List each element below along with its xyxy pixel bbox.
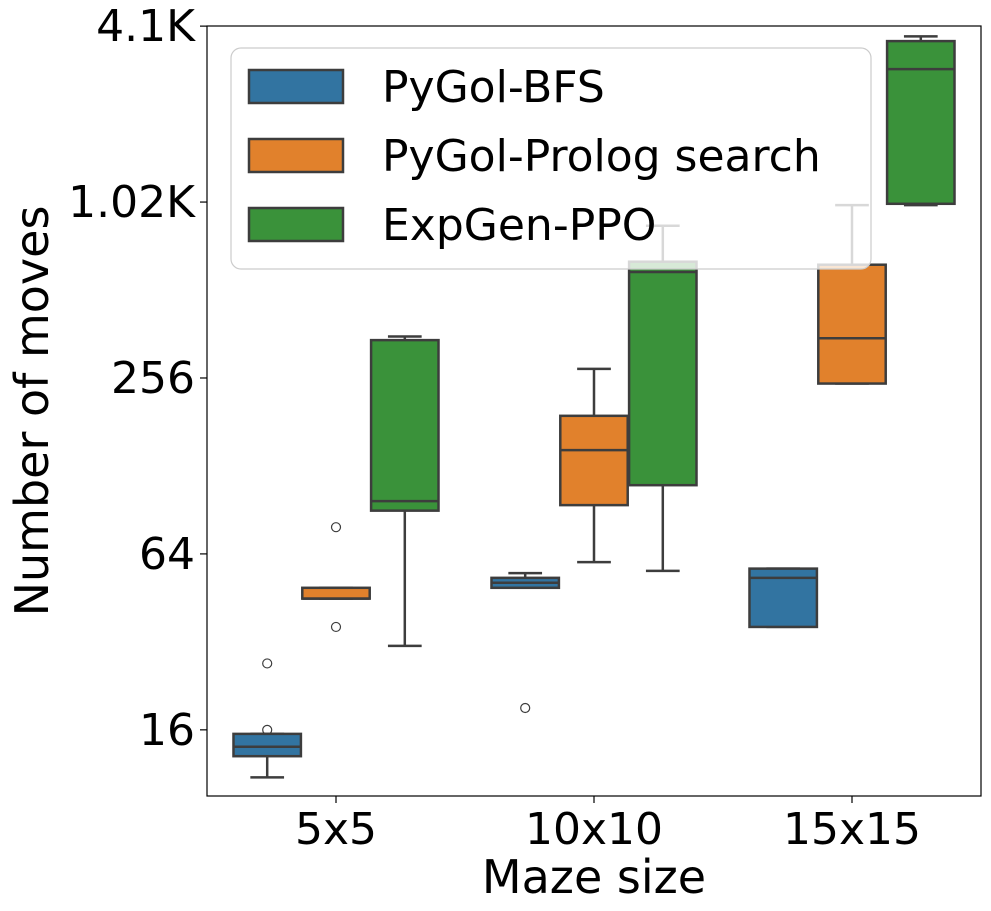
y-tick-label: 4.1K [96,1,196,52]
box-expgen-ppo-10x10 [627,224,698,573]
box-expgen-ppo-15x15 [885,35,956,207]
box-iqr [232,732,303,758]
legend-frame [230,47,872,270]
box-pygol-bfs-10x10 [490,571,561,714]
box-pygol-prolog-search-10x10 [559,367,629,564]
box-iqr [885,39,956,206]
box-series-group [232,35,956,779]
outlier-point [262,658,273,669]
plot-frame [206,25,982,797]
x-tick-label: 10x10 [525,804,663,855]
y-tick-label: 16 [139,705,195,756]
x-tick-label: 5x5 [295,804,377,855]
x-axis-title: Maze size [482,850,706,904]
y-tick-label: 1.02K [68,177,196,228]
box-iqr [301,586,371,600]
y-tick-label: 256 [111,353,195,404]
box-iqr [627,260,698,487]
legend: PyGol-BFS PyGol-Prolog search ExpGen-PPO [230,47,872,270]
y-axis: 16 64 256 1.02K 4.1K [68,1,207,756]
legend-swatch [247,68,345,105]
box-pygol-prolog-search-5x5 [301,522,371,633]
legend-swatch [247,206,345,243]
box-pygol-bfs-15x15 [748,567,819,629]
box-iqr [817,263,887,385]
y-axis-title: Number of moves [5,206,59,617]
box-pygol-bfs-5x5 [232,658,303,779]
legend-label: PyGol-BFS [382,62,605,113]
legend-swatch [247,137,345,174]
outlier-point [262,724,273,735]
legend-label: PyGol-Prolog search [382,131,821,182]
x-axis: 5x5 10x10 15x15 [295,796,921,855]
box-pygol-prolog-search-15x15 [817,203,887,385]
box-iqr [369,338,440,512]
x-tick-label: 15x15 [783,804,921,855]
y-tick-label: 64 [139,529,195,580]
box-expgen-ppo-5x5 [369,335,440,648]
outlier-point [330,621,342,633]
outlier-point [520,702,531,714]
box-iqr [559,414,629,507]
legend-label: ExpGen-PPO [382,200,656,251]
outlier-point [330,522,342,533]
